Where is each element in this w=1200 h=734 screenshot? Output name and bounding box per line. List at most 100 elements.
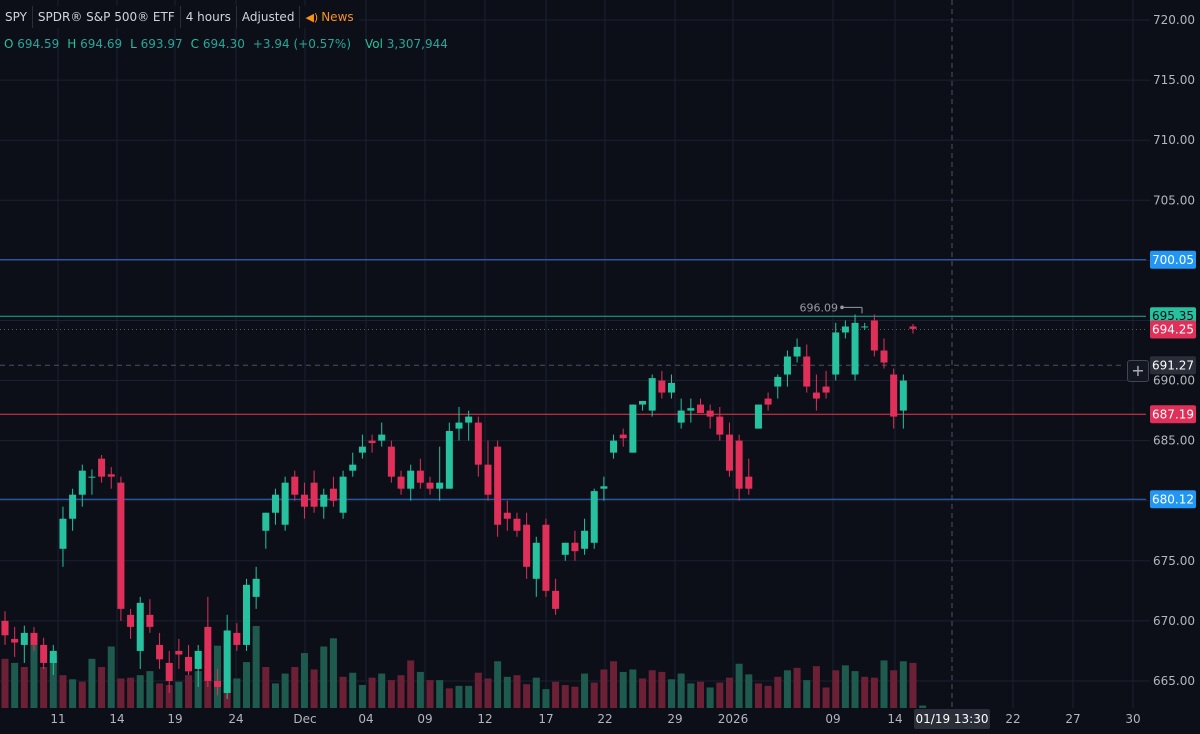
candle-body bbox=[571, 542, 579, 552]
candle-body bbox=[127, 614, 135, 627]
x-tick-label: 29 bbox=[667, 712, 682, 726]
volume-bar bbox=[117, 678, 125, 708]
volume-bar bbox=[320, 646, 328, 708]
volume-bar bbox=[436, 680, 444, 708]
candle-body bbox=[358, 446, 366, 453]
candle-body bbox=[832, 332, 840, 375]
volume-bar bbox=[329, 638, 337, 708]
volume-bar bbox=[146, 671, 154, 708]
candle-body bbox=[349, 464, 357, 471]
candle-body bbox=[861, 326, 869, 328]
price-tag-687: 687.19 bbox=[1152, 407, 1194, 421]
candle-body bbox=[793, 346, 801, 357]
x-tick-label: 27 bbox=[1065, 712, 1080, 726]
candle-body bbox=[445, 431, 453, 489]
price-tag-700: 700.05 bbox=[1152, 253, 1194, 267]
candle-body bbox=[812, 392, 820, 399]
candle-body bbox=[619, 434, 627, 439]
volume-bar bbox=[600, 669, 608, 708]
close-label: C bbox=[190, 37, 200, 51]
volume-bar bbox=[919, 705, 927, 708]
volume-bar bbox=[271, 683, 279, 708]
candle-body bbox=[368, 440, 376, 444]
candle-body bbox=[165, 662, 173, 681]
x-tick-label: 14 bbox=[109, 712, 124, 726]
volume-bar bbox=[552, 681, 560, 708]
interval-label[interactable]: 4 hours bbox=[181, 6, 237, 28]
candle-body bbox=[484, 464, 492, 495]
volume-bar bbox=[426, 680, 434, 708]
candle-body bbox=[841, 326, 849, 333]
y-tick-label: 690.00 bbox=[1153, 374, 1195, 388]
volume-bar bbox=[542, 689, 550, 708]
volume-bar bbox=[764, 685, 772, 708]
candle-body bbox=[136, 602, 144, 651]
volume-bar bbox=[899, 661, 907, 708]
candle-body bbox=[783, 356, 791, 375]
volume-bar bbox=[397, 675, 405, 708]
candle-body bbox=[1, 620, 9, 636]
volume-bar bbox=[281, 673, 289, 708]
news-button[interactable]: ◀) News bbox=[300, 6, 358, 29]
candle-body bbox=[329, 488, 337, 501]
volume-bar bbox=[136, 675, 144, 708]
candle-body bbox=[233, 632, 241, 645]
volume-bar bbox=[484, 678, 492, 708]
volume-bar bbox=[107, 646, 115, 708]
volume-bar bbox=[812, 666, 820, 708]
volume-bar bbox=[696, 681, 704, 708]
price-tag-680-bg bbox=[1150, 490, 1196, 509]
candle-body bbox=[59, 518, 67, 549]
volume-bar bbox=[1, 658, 9, 708]
crosshair-time-bg bbox=[914, 709, 990, 729]
add-alert-plus-button[interactable]: + bbox=[1127, 360, 1149, 382]
low-label: L bbox=[130, 37, 137, 51]
volume-bar bbox=[793, 667, 801, 708]
volume-bar bbox=[175, 681, 183, 708]
volume-bar bbox=[156, 683, 164, 708]
x-tick-label: 12 bbox=[477, 712, 492, 726]
candle-body bbox=[291, 476, 299, 495]
volume-bar bbox=[78, 681, 86, 708]
volume-bar bbox=[861, 676, 869, 708]
volume-bar bbox=[880, 660, 888, 708]
price-tag-700-bg bbox=[1150, 250, 1196, 269]
candle-body bbox=[851, 322, 859, 375]
price-tag-687-bg bbox=[1150, 405, 1196, 424]
candle-body bbox=[204, 626, 212, 681]
ohlc-legend: O 694.59 H 694.69 L 693.97 C 694.30 +3.9… bbox=[4, 37, 448, 51]
symbol-ticker[interactable]: SPY bbox=[0, 6, 33, 28]
candle-body bbox=[716, 416, 724, 435]
x-tick-label: 2026 bbox=[718, 712, 749, 726]
adjust-label[interactable]: Adjusted bbox=[237, 6, 301, 28]
y-tick-label: 685.00 bbox=[1153, 434, 1195, 448]
x-tick-label: 19 bbox=[167, 712, 182, 726]
symbol-name[interactable]: SPDR® S&P 500® ETF bbox=[33, 6, 181, 28]
volume-bar bbox=[725, 677, 733, 708]
price-tag-last-bg bbox=[1150, 320, 1196, 339]
candle-body bbox=[49, 650, 57, 663]
volume-bar bbox=[88, 658, 96, 708]
high-marker-dot bbox=[840, 305, 844, 310]
candle-body bbox=[880, 350, 888, 363]
candle-body bbox=[687, 408, 695, 411]
candle-body bbox=[532, 542, 540, 579]
volume-bar bbox=[851, 671, 859, 708]
candle-body bbox=[735, 440, 743, 489]
candle-body bbox=[300, 494, 308, 507]
volume-bar bbox=[407, 660, 415, 708]
y-tick-label: 665.00 bbox=[1153, 674, 1195, 688]
candle-body bbox=[890, 374, 898, 417]
volume-bar bbox=[242, 662, 250, 708]
candle-body bbox=[98, 458, 106, 477]
candle-body bbox=[387, 446, 395, 477]
candle-body bbox=[822, 386, 830, 393]
x-tick-label: Dec bbox=[293, 712, 316, 726]
volume-bar bbox=[687, 683, 695, 708]
price-tag-last: 694.25 bbox=[1152, 322, 1194, 336]
volume-bar bbox=[581, 673, 589, 708]
volume-bar bbox=[349, 672, 357, 708]
candle-body bbox=[561, 542, 569, 555]
